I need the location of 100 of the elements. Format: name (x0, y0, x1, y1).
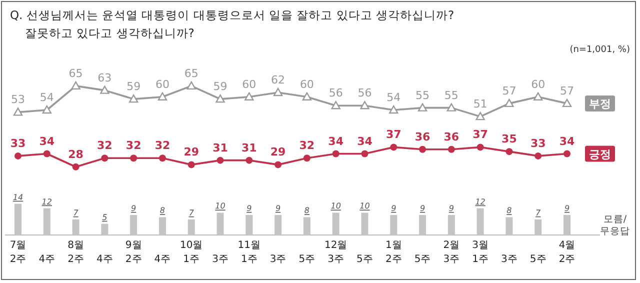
point (360, 101, 370, 110)
data-label: 7 (536, 208, 542, 218)
point (331, 101, 340, 110)
data-label: 28 (68, 148, 84, 161)
x-tick-label: 4주 (38, 254, 56, 265)
data-label: 65 (68, 66, 83, 80)
data-label: 56 (328, 86, 343, 100)
point (303, 154, 310, 162)
point (446, 103, 456, 112)
data-label: 34 (357, 134, 373, 148)
data-label: 65 (184, 66, 198, 80)
point (100, 86, 110, 94)
point (389, 105, 398, 114)
data-label: 32 (97, 139, 112, 152)
data-label: 62 (271, 74, 286, 86)
data-label: 36 (444, 130, 460, 144)
point (14, 152, 22, 160)
data-label: 7 (73, 208, 80, 218)
data-label: 55 (444, 88, 458, 102)
data-label: 8 (304, 206, 310, 216)
data-label: 9 (391, 204, 396, 213)
point (534, 92, 543, 100)
point (158, 92, 168, 100)
data-label: 55 (416, 88, 430, 102)
data-label: 37 (386, 128, 402, 142)
text: (n=1,001, %) (570, 45, 630, 55)
x-tick-label: 4주 (96, 254, 113, 265)
text: 모름/ 무응답 (600, 214, 630, 237)
x-tick-label: 3주 (212, 254, 228, 265)
point (361, 150, 368, 158)
data-label: 36 (414, 130, 431, 144)
data-label: 56 (358, 86, 372, 100)
data-label: 57 (502, 84, 516, 98)
x-tick-label: 9월 2주 (125, 240, 142, 265)
data-label: 33 (10, 136, 26, 150)
data-label: 35 (502, 132, 517, 146)
data-label: 7 (188, 208, 195, 218)
data-label: 34 (39, 134, 55, 148)
data-label: 32 (126, 139, 142, 152)
point (13, 108, 23, 116)
point (130, 154, 138, 162)
point (72, 163, 80, 170)
point (188, 161, 195, 168)
point (562, 98, 572, 108)
series-label: 긍정 (589, 148, 611, 161)
point (273, 88, 283, 96)
point (71, 81, 80, 90)
x-tick-label: 2월 3주 (443, 240, 460, 265)
series-label: 부정 (589, 97, 611, 110)
data-label: 59 (126, 80, 141, 94)
data-label: 54 (386, 91, 401, 104)
point (564, 150, 570, 158)
point (506, 148, 513, 156)
data-label: 31 (242, 141, 257, 154)
data-label: 57 (560, 84, 574, 98)
data-label: 9 (564, 204, 570, 213)
point (274, 161, 282, 168)
x-tick-label: 5주 (298, 254, 316, 265)
data-label: 31 (212, 141, 228, 154)
x-tick-label: 3주 (501, 254, 518, 265)
point (128, 94, 138, 103)
x-tick-label: 3주 (270, 254, 286, 265)
data-label: 12 (42, 197, 52, 206)
point (216, 94, 225, 103)
x-tick-label: 7월 2주 (10, 240, 26, 265)
data-label: 37 (472, 128, 488, 142)
x-tick-label: 10월 1주 (180, 240, 203, 265)
point (534, 152, 542, 160)
data-label: 59 (213, 80, 228, 94)
data-label: 60 (155, 78, 170, 91)
point (216, 156, 224, 164)
point (246, 156, 253, 164)
chart-title: Q. 선생님께서는 윤석열 대통령이 대통령으로서 일을 잘하고 있다고 생각하십니까? (10, 8, 454, 22)
x-tick-label: 12월 3주 (324, 240, 348, 265)
data-label: 10 (330, 202, 341, 211)
data-label: 33 (530, 136, 546, 150)
data-label: 32 (154, 139, 170, 152)
data-label: 5 (102, 212, 108, 222)
data-label: 8 (160, 206, 166, 216)
data-label: 12 (475, 197, 486, 206)
data-label: 60 (242, 78, 256, 91)
data-label: 9 (448, 204, 454, 213)
data-label: 10 (215, 202, 226, 211)
point (418, 103, 428, 112)
x-tick-label: 11월 1주 (238, 240, 261, 265)
data-label: 9 (420, 204, 426, 213)
chart-subtitle: 잘못하고 있다고 생각하십니까? (25, 26, 194, 40)
point (504, 98, 514, 108)
point (101, 154, 108, 162)
data-label: 34 (559, 134, 575, 148)
point (419, 146, 426, 153)
point (448, 146, 455, 153)
x-tick-label: 4주 (154, 254, 171, 265)
data-label: 14 (12, 192, 24, 202)
data-label: 32 (299, 139, 315, 152)
point (158, 154, 166, 162)
point (390, 144, 398, 151)
data-label: 8 (506, 206, 512, 216)
data-label: 54 (40, 91, 54, 104)
point (302, 92, 312, 100)
